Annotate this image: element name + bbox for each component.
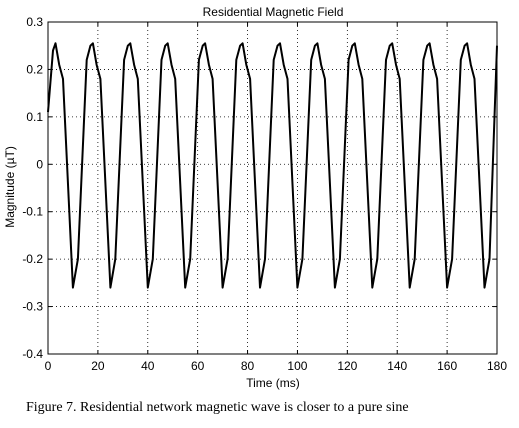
y-tick-label: 0.3 bbox=[26, 15, 43, 29]
x-tick-label: 20 bbox=[91, 359, 105, 373]
y-tick-label: 0.1 bbox=[26, 110, 43, 124]
chart-title: Residential Magnetic Field bbox=[203, 5, 344, 19]
y-tick-label: -0.4 bbox=[22, 347, 43, 361]
y-tick-label: -0.1 bbox=[22, 205, 43, 219]
x-axis-label: Time (ms) bbox=[246, 376, 300, 390]
series-line bbox=[47, 42, 498, 289]
x-tick-label: 100 bbox=[287, 359, 307, 373]
plot-area bbox=[47, 21, 498, 355]
x-tick-label: 80 bbox=[241, 359, 255, 373]
figure-caption: Figure 7. Residential network magnetic w… bbox=[26, 400, 409, 415]
x-tick-label: 60 bbox=[191, 359, 205, 373]
x-tick-label: 120 bbox=[337, 359, 357, 373]
y-tick-label: 0 bbox=[36, 157, 43, 171]
x-tick-label: 40 bbox=[141, 359, 155, 373]
axis-ticks: 0 20 40 60 80 100 120 140 160 180 0.3 0.2 0.1 0 -0.1 -0… bbox=[22, 15, 507, 373]
y-tick-label: -0.2 bbox=[22, 252, 43, 266]
x-tick-label: 140 bbox=[387, 359, 407, 373]
y-tick-label: 0.2 bbox=[26, 62, 43, 76]
x-tick-label: 180 bbox=[487, 359, 507, 373]
y-axis-label: Magnitude (µT) bbox=[3, 146, 17, 228]
grid bbox=[48, 22, 497, 354]
y-tick-label: -0.3 bbox=[22, 300, 43, 314]
chart: Residential Magnetic Field 0 20 40 60 80 100 1… bbox=[3, 5, 507, 390]
x-tick-label: 0 bbox=[45, 359, 52, 373]
x-tick-label: 160 bbox=[437, 359, 457, 373]
